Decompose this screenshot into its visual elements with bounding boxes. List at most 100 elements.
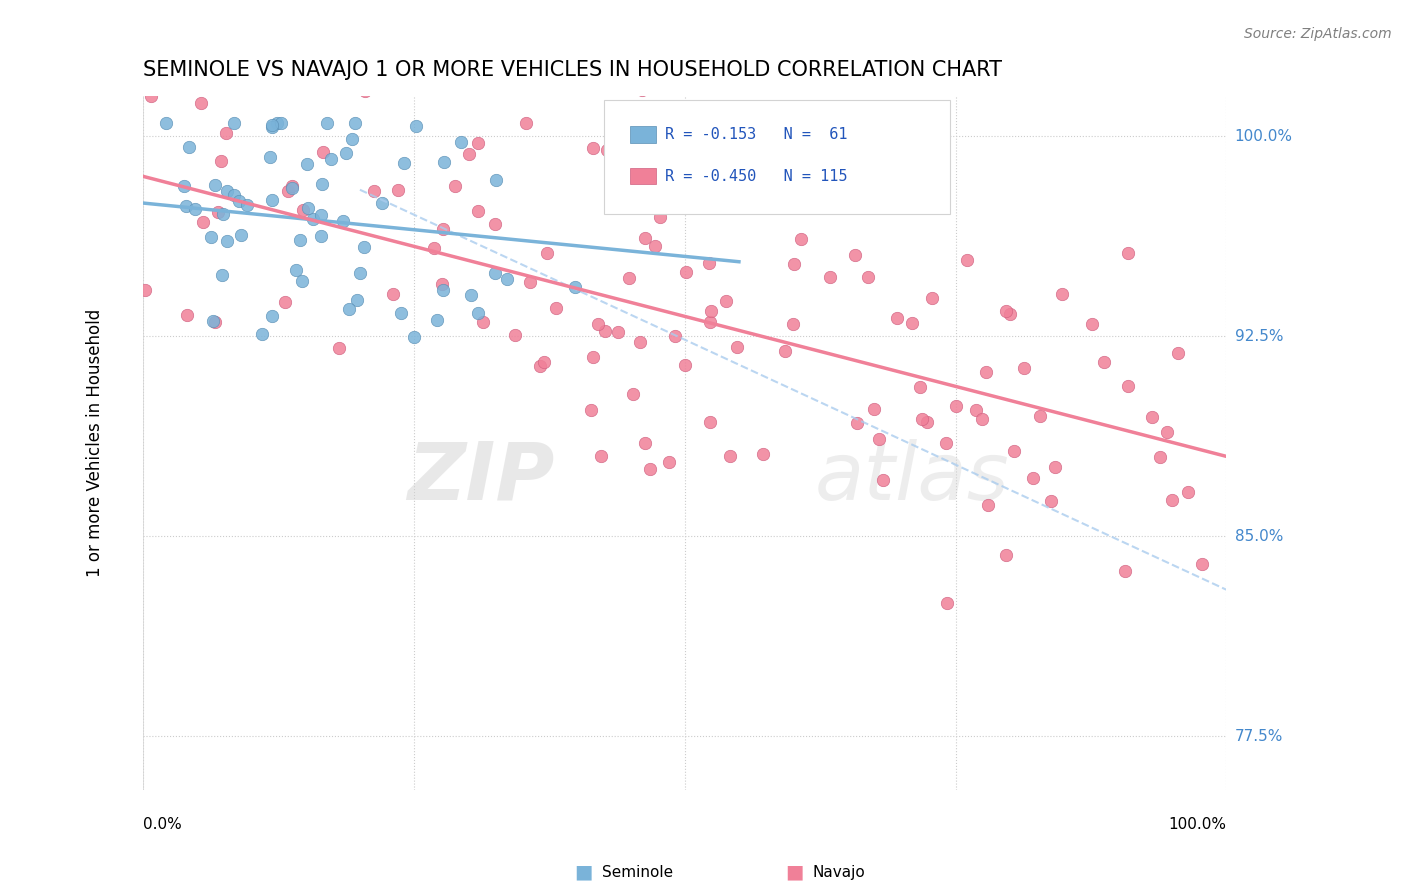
Point <box>1149 450 1171 464</box>
Point <box>1114 564 1136 578</box>
Point <box>921 291 943 305</box>
Point <box>1092 355 1115 369</box>
Point <box>700 303 723 318</box>
Point <box>845 416 868 430</box>
Point <box>259 150 281 164</box>
Point <box>337 301 360 316</box>
Text: 100.0%: 100.0% <box>1168 817 1226 832</box>
Point <box>658 455 681 469</box>
Point <box>1167 345 1189 359</box>
Point <box>467 136 489 150</box>
Point <box>460 288 482 302</box>
Point <box>935 436 957 450</box>
Point <box>215 126 238 140</box>
Point <box>872 473 894 487</box>
Point <box>974 365 997 379</box>
Point <box>266 116 288 130</box>
Point <box>467 204 489 219</box>
Point <box>582 350 605 364</box>
Point <box>844 248 866 262</box>
Point <box>134 283 156 297</box>
Point <box>467 306 489 320</box>
Point <box>782 257 804 271</box>
Point <box>536 246 558 260</box>
Point <box>217 184 239 198</box>
Point <box>353 240 375 254</box>
Point <box>634 230 657 244</box>
Point <box>519 276 541 290</box>
Point <box>274 294 297 309</box>
Text: ZIP: ZIP <box>408 439 555 516</box>
Point <box>886 310 908 325</box>
Point <box>935 596 957 610</box>
Point <box>432 221 454 235</box>
Point <box>224 116 246 130</box>
Point <box>387 183 409 197</box>
Point <box>176 308 198 322</box>
Point <box>363 184 385 198</box>
Point <box>675 265 697 279</box>
Point <box>643 123 665 137</box>
Point <box>623 76 645 90</box>
Point <box>593 324 616 338</box>
Point <box>1140 409 1163 424</box>
Point <box>485 172 508 186</box>
Point <box>346 293 368 308</box>
Point <box>139 89 162 103</box>
Point <box>533 355 555 369</box>
Point <box>444 179 467 194</box>
Point <box>995 303 1018 318</box>
Point <box>260 193 283 207</box>
Point <box>718 449 741 463</box>
Point <box>484 217 506 231</box>
Point <box>207 205 229 219</box>
Text: 0.0%: 0.0% <box>143 817 183 832</box>
Point <box>773 343 796 358</box>
Point <box>328 341 350 355</box>
Point <box>1050 286 1073 301</box>
Point <box>193 215 215 229</box>
Point <box>644 239 666 253</box>
Point <box>1156 425 1178 439</box>
Text: Navajo: Navajo <box>813 865 866 880</box>
Point <box>179 140 201 154</box>
Point <box>994 548 1017 562</box>
Point <box>863 402 886 417</box>
Point <box>159 76 181 90</box>
Point <box>280 178 302 193</box>
Point <box>998 307 1021 321</box>
Point <box>450 135 472 149</box>
Point <box>402 330 425 344</box>
Point <box>505 327 527 342</box>
Text: 92.5%: 92.5% <box>1234 329 1284 344</box>
Point <box>977 498 1000 512</box>
Point <box>224 187 246 202</box>
FancyBboxPatch shape <box>603 100 950 214</box>
Point <box>260 120 283 134</box>
Text: ■: ■ <box>574 863 593 882</box>
Point <box>965 403 987 417</box>
Point <box>1043 459 1066 474</box>
Point <box>389 306 412 320</box>
Point <box>301 212 323 227</box>
Point <box>945 399 967 413</box>
Point <box>432 283 454 297</box>
Point <box>911 411 934 425</box>
Text: 85.0%: 85.0% <box>1234 529 1282 544</box>
Point <box>217 234 239 248</box>
Point <box>297 201 319 215</box>
Point <box>309 208 332 222</box>
Point <box>321 152 343 166</box>
Point <box>515 116 537 130</box>
Point <box>204 315 226 329</box>
Text: R = -0.153   N =  61: R = -0.153 N = 61 <box>665 127 848 142</box>
Text: 1 or more Vehicles in Household: 1 or more Vehicles in Household <box>86 309 104 577</box>
Point <box>260 309 283 323</box>
Text: 77.5%: 77.5% <box>1234 729 1282 744</box>
Point <box>581 141 603 155</box>
Point <box>277 184 299 198</box>
Point <box>190 95 212 110</box>
Point <box>1116 245 1139 260</box>
Point <box>284 262 307 277</box>
Point <box>697 256 720 270</box>
